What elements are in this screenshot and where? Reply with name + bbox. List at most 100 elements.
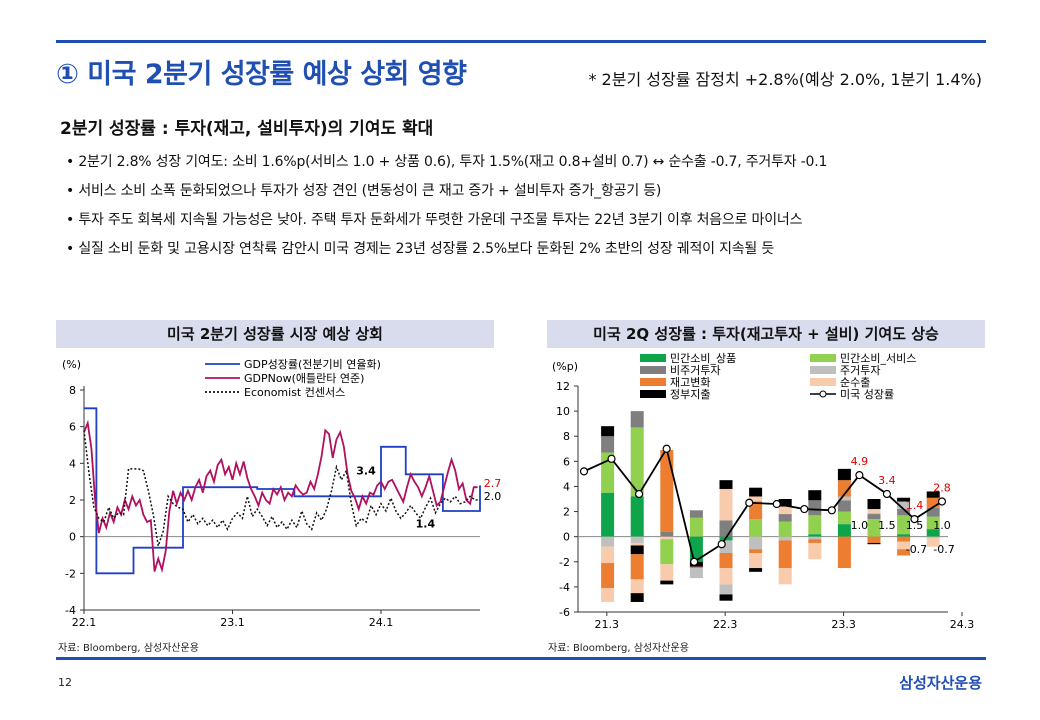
series-line-economist bbox=[83, 430, 480, 547]
bar-segment bbox=[660, 450, 674, 532]
bar-segment bbox=[778, 514, 792, 522]
bullet-item: 투자 주도 회복세 지속될 가능성은 낮아. 주택 투자 둔화세가 뚜렷한 가운… bbox=[66, 206, 827, 235]
y-tick-label: -4 bbox=[559, 581, 570, 594]
bar-segment bbox=[749, 519, 763, 537]
section-subtitle: 2분기 성장률 : 투자(재고, 설비투자)의 기여도 확대 bbox=[60, 119, 434, 139]
growth-point bbox=[937, 497, 947, 506]
bar-segment bbox=[719, 568, 733, 585]
right-chart-title: 미국 2Q 성장률 : 투자(재고투자 + 설비) 기여도 상승 bbox=[547, 320, 985, 348]
bar-segment bbox=[837, 524, 851, 537]
bar-segment bbox=[808, 539, 822, 543]
bar-segment bbox=[749, 536, 763, 550]
y-tick-label: 6 bbox=[563, 455, 570, 468]
bar-segment bbox=[749, 501, 763, 520]
legend-label: 비주거투자 bbox=[670, 364, 721, 377]
bar-segment bbox=[837, 511, 851, 525]
data-label: 1.5 bbox=[878, 519, 896, 532]
bar-segment bbox=[926, 536, 940, 538]
top-rule bbox=[56, 40, 986, 43]
x-tick-label: 21.3 bbox=[595, 618, 620, 631]
bar-segment bbox=[897, 515, 911, 535]
bullet-item: 서비스 소비 소폭 둔화되었으나 투자가 성장 견인 (변동성이 큰 재고 증가… bbox=[66, 177, 827, 206]
legend-label: 미국 성장률 bbox=[840, 388, 894, 401]
left-line-chart: (%) 8 6 4 2 0 -2 -422.1 23.1 24.1 GDP성장률(전분기비 연율화)… bbox=[62, 358, 501, 629]
y-tick-label: -4 bbox=[65, 604, 76, 617]
legend-label: 주거투자 bbox=[840, 364, 880, 377]
bottom-rule bbox=[56, 657, 986, 660]
bar-segment bbox=[689, 517, 703, 537]
brand-logo-text: 삼성자산운용 bbox=[899, 674, 982, 692]
bar-segment bbox=[601, 436, 615, 453]
legend-swatch bbox=[640, 366, 666, 374]
bar-segment bbox=[926, 497, 940, 508]
x-tick-label: 23.3 bbox=[831, 618, 856, 631]
bar-segment bbox=[837, 536, 851, 569]
bar-segment bbox=[837, 496, 851, 501]
bar-segment bbox=[601, 546, 615, 564]
bar-segment bbox=[601, 588, 615, 602]
right-bar-chart: (%p) 12 10 8 6 4 2 0 -2 -4 -6 21.3 22.3 23.3 24.3 4.9 3.… bbox=[552, 352, 974, 631]
data-label: 2.8 bbox=[933, 482, 951, 495]
left-source: 자료: Bloomberg, 삼성자산운용 bbox=[58, 643, 199, 654]
bar-segment bbox=[837, 468, 851, 481]
data-label: -0.7 bbox=[906, 543, 927, 556]
bar-segment bbox=[867, 499, 881, 510]
x-tick-label: 23.1 bbox=[220, 616, 245, 629]
bar-segment bbox=[630, 579, 644, 594]
growth-point bbox=[579, 467, 589, 476]
y-tick-label: 8 bbox=[563, 430, 570, 443]
bar-segment bbox=[719, 480, 733, 489]
bar-segment bbox=[808, 542, 822, 560]
bar-segment bbox=[897, 541, 911, 550]
bar-segment bbox=[630, 542, 644, 546]
data-label: 1.4 bbox=[416, 518, 436, 531]
legend-swatch bbox=[810, 378, 836, 386]
legend-label: GDP성장률(전분기비 연율화) bbox=[244, 358, 381, 371]
bar-segment bbox=[630, 536, 644, 543]
x-tick-label: 22.1 bbox=[72, 616, 97, 629]
growth-point bbox=[662, 444, 671, 453]
header-note: * 2분기 성장률 잠정치 +2.8%(예상 2.0%, 1분기 1.4%) bbox=[588, 70, 982, 89]
bar-segment bbox=[719, 520, 733, 537]
bar-segment bbox=[808, 515, 822, 535]
legend-label: 민간소비_상품 bbox=[670, 352, 736, 365]
bar-segment bbox=[867, 514, 881, 520]
left-chart-title: 미국 2분기 성장률 시장 예상 상회 bbox=[56, 320, 494, 348]
bar-segment bbox=[749, 552, 763, 569]
bar-segment bbox=[630, 554, 644, 580]
growth-point bbox=[745, 498, 754, 507]
bar-segment bbox=[660, 564, 674, 581]
y-tick-label: 4 bbox=[69, 457, 76, 470]
bar-segment bbox=[630, 545, 644, 555]
legend-swatch bbox=[810, 354, 836, 362]
bar-segment bbox=[867, 542, 881, 545]
data-label: 3.4 bbox=[878, 474, 896, 487]
bar-segment bbox=[778, 536, 792, 541]
bar-segment bbox=[808, 536, 822, 540]
bar-segment bbox=[749, 496, 763, 502]
bar-segment bbox=[660, 531, 674, 537]
bar-segment bbox=[778, 540, 792, 569]
bar-segment bbox=[660, 580, 674, 585]
bar-segment bbox=[926, 537, 940, 547]
y-tick-label: 0 bbox=[563, 531, 570, 544]
bar-segment bbox=[630, 593, 644, 602]
growth-point bbox=[690, 557, 699, 566]
y-tick-label: -6 bbox=[559, 606, 570, 619]
y-tick-label: 2 bbox=[69, 494, 76, 507]
bullet-item: 2분기 2.8% 성장 기여도: 소비 1.6%p(서비스 1.0 + 상품 0… bbox=[66, 148, 827, 177]
bar-segment bbox=[778, 521, 792, 537]
bar-segment bbox=[719, 552, 733, 569]
legend-swatch bbox=[819, 390, 827, 398]
bar-segment bbox=[630, 427, 644, 497]
bar-segment bbox=[808, 534, 822, 537]
y-tick-label: 2 bbox=[563, 506, 570, 519]
bullet-list: 2분기 2.8% 성장 기여도: 소비 1.6%p(서비스 1.0 + 상품 0… bbox=[66, 148, 827, 264]
bar-segment bbox=[749, 487, 763, 497]
bar-segment bbox=[867, 536, 881, 543]
legend-swatch bbox=[640, 378, 666, 386]
y-tick-label: 10 bbox=[556, 405, 570, 418]
y-tick-label: -2 bbox=[65, 567, 76, 580]
legend-swatch bbox=[640, 354, 666, 362]
bar-segment bbox=[926, 516, 940, 530]
